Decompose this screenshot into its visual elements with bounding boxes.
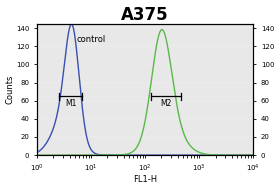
Text: control: control — [76, 35, 105, 44]
Text: M1: M1 — [65, 99, 76, 108]
X-axis label: FL1-H: FL1-H — [133, 175, 157, 184]
Text: M2: M2 — [160, 99, 171, 108]
Y-axis label: Counts: Counts — [6, 75, 15, 104]
Title: A375: A375 — [122, 6, 169, 24]
